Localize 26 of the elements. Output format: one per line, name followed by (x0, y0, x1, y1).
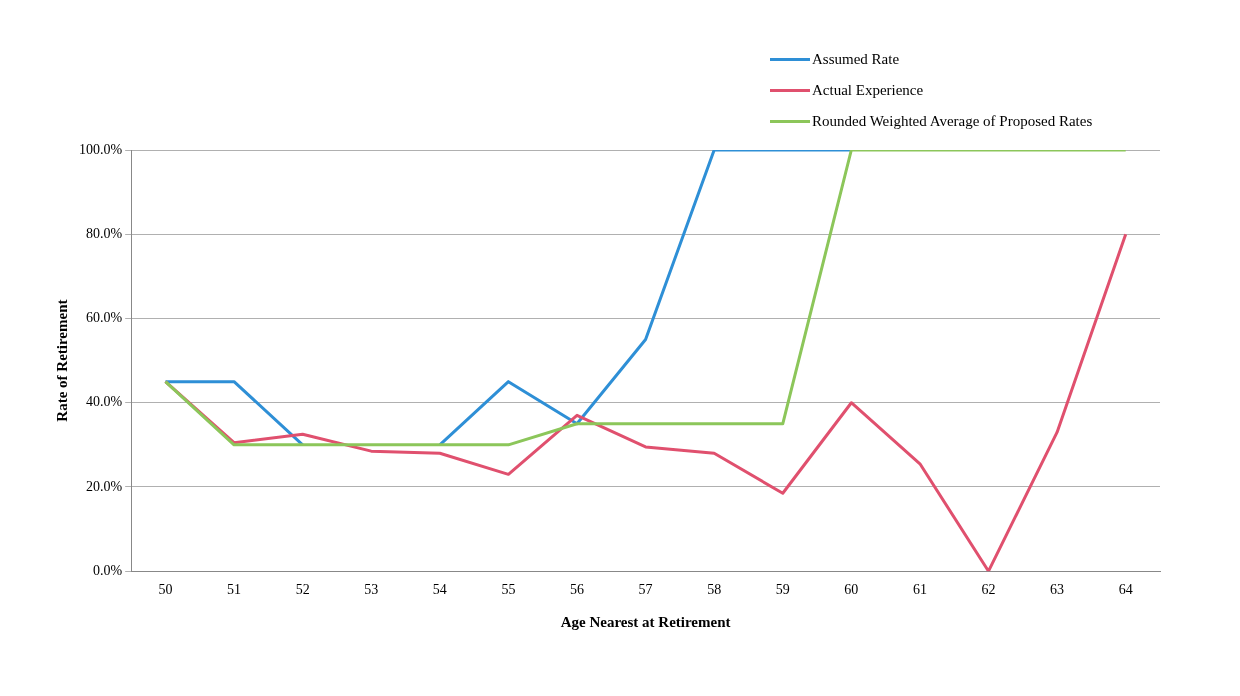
x-tick-label: 52 (295, 582, 310, 598)
y-tick-label: 20.0% (85, 478, 123, 494)
x-tick-label: 50 (158, 582, 173, 598)
y-tick-label: 40.0% (85, 394, 123, 410)
x-tick-label: 64 (1118, 582, 1133, 598)
legend-label: Actual Experience (812, 82, 924, 99)
x-tick-label: 62 (981, 582, 996, 598)
x-tick-label: 60 (844, 582, 859, 598)
x-tick-label: 56 (569, 582, 584, 598)
y-tick-label: 60.0% (85, 310, 123, 326)
x-tick-label: 58 (707, 582, 722, 598)
x-tick-label: 55 (501, 582, 516, 598)
x-tick-label: 59 (775, 582, 790, 598)
y-axis-title: Rate of Retirement (53, 299, 70, 422)
x-tick-label: 61 (912, 582, 927, 598)
y-tick-label: 80.0% (85, 225, 123, 241)
x-tick-label: 53 (364, 582, 379, 598)
x-tick-label: 57 (638, 582, 653, 598)
x-tick-label: 51 (227, 582, 242, 598)
y-tick-label: 100.0% (78, 141, 123, 157)
legend-label: Rounded Weighted Average of Proposed Rates (812, 113, 1093, 130)
x-tick-label: 54 (432, 582, 447, 598)
x-axis-title: Age Nearest at Retirement (560, 613, 731, 630)
y-tick-label: 0.0% (92, 562, 123, 578)
legend-label: Assumed Rate (812, 51, 900, 68)
x-tick-label: 63 (1050, 582, 1065, 598)
